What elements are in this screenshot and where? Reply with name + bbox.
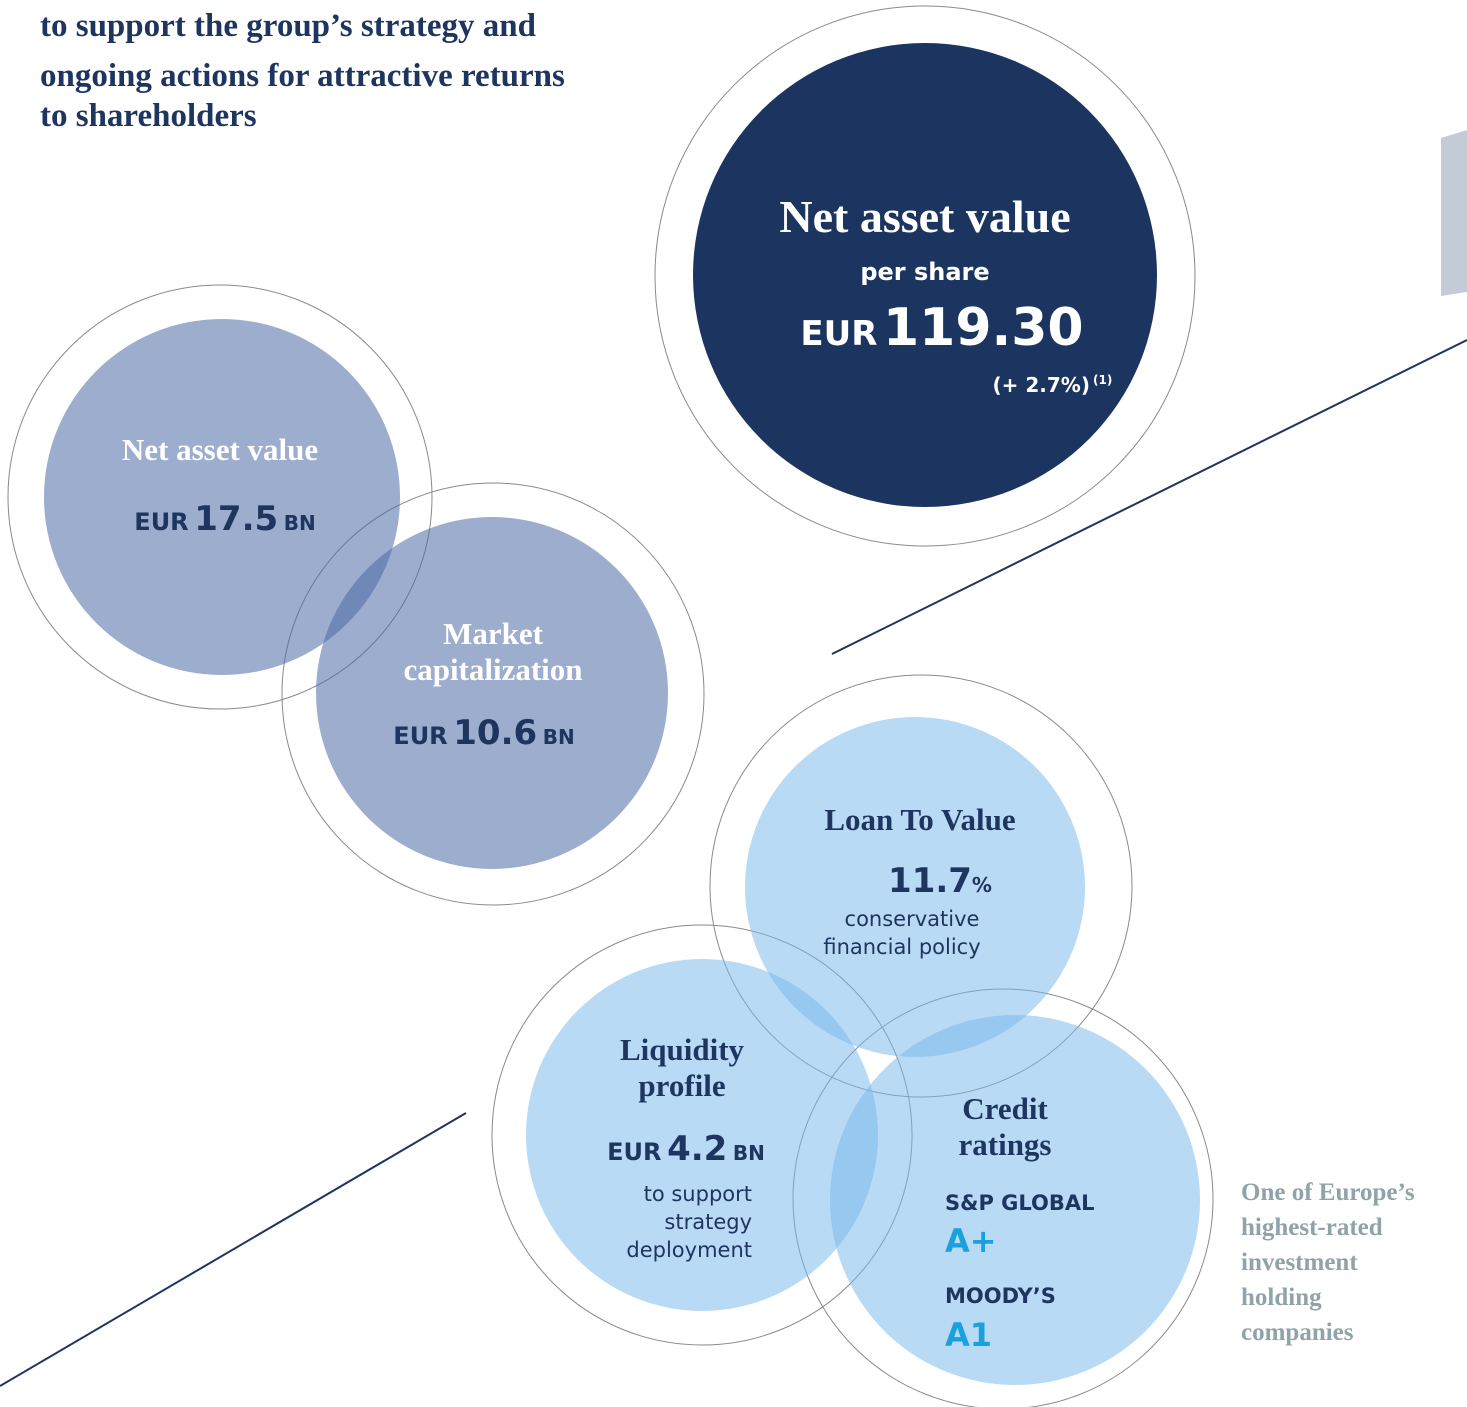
rating: A1 <box>945 1316 992 1354</box>
footnote: (1) <box>1093 373 1112 387</box>
value: EUR 119.30 <box>800 298 1083 358</box>
side-note: One of Europe’s <box>1241 1179 1415 1206</box>
circle <box>830 1015 1200 1385</box>
amount: 17.5 <box>194 499 278 539</box>
side-note: companies <box>1241 1319 1354 1346</box>
title: capitalization <box>403 652 582 687</box>
intro-line: ongoing actions for attractive returns <box>40 58 565 94</box>
ring <box>7 284 433 710</box>
title: Liquidity <box>620 1032 745 1067</box>
amount: 4.2 <box>667 1129 727 1169</box>
circle <box>44 319 400 675</box>
title: Net asset value <box>122 432 318 467</box>
title: Net asset value <box>779 191 1070 242</box>
agency: S&P GLOBAL <box>945 1191 1095 1215</box>
circle <box>745 717 1085 1057</box>
intro-line: to support the group’s strategy and <box>40 8 536 44</box>
change: (+ 2.7%) <box>993 373 1090 397</box>
unit: % <box>972 873 992 897</box>
unit: BN <box>284 511 316 535</box>
amount: 119.30 <box>883 298 1084 358</box>
note: financial policy <box>823 935 980 959</box>
circle <box>693 43 1157 507</box>
note: strategy <box>664 1210 752 1234</box>
value: EUR 4.2 BN <box>607 1129 765 1169</box>
intro-line: to shareholders <box>40 98 257 134</box>
title: Market <box>443 616 544 651</box>
value: EUR 10.6 BN <box>393 713 574 753</box>
note: to support <box>644 1182 752 1206</box>
currency: EUR <box>800 314 877 354</box>
circle <box>316 517 668 869</box>
unit: BN <box>733 1141 765 1165</box>
side-note: investment <box>1241 1249 1358 1276</box>
amount: 10.6 <box>453 713 537 753</box>
ring <box>654 5 1196 547</box>
currency: EUR <box>134 508 188 536</box>
side-note: holding <box>1241 1284 1322 1311</box>
note: deployment <box>626 1238 752 1262</box>
side-note: highest-rated <box>1241 1214 1383 1241</box>
note: conservative <box>845 907 980 931</box>
currency: EUR <box>393 722 447 750</box>
title: ratings <box>959 1127 1052 1162</box>
decor-line <box>0 1112 467 1387</box>
title: Loan To Value <box>824 802 1015 837</box>
title: profile <box>638 1068 725 1103</box>
circle <box>526 959 878 1311</box>
unit: BN <box>543 725 575 749</box>
rating: A+ <box>945 1222 997 1260</box>
value: EUR 17.5 BN <box>134 499 315 539</box>
amount: 11.7 <box>888 861 972 901</box>
decor-line <box>831 339 1467 655</box>
edge-tab <box>1441 130 1467 296</box>
title: Credit <box>962 1091 1048 1126</box>
value: 11.7% <box>888 861 992 901</box>
currency: EUR <box>607 1138 661 1166</box>
agency: MOODY’S <box>945 1284 1056 1308</box>
ring <box>281 482 705 906</box>
subtitle: per share <box>860 258 989 286</box>
